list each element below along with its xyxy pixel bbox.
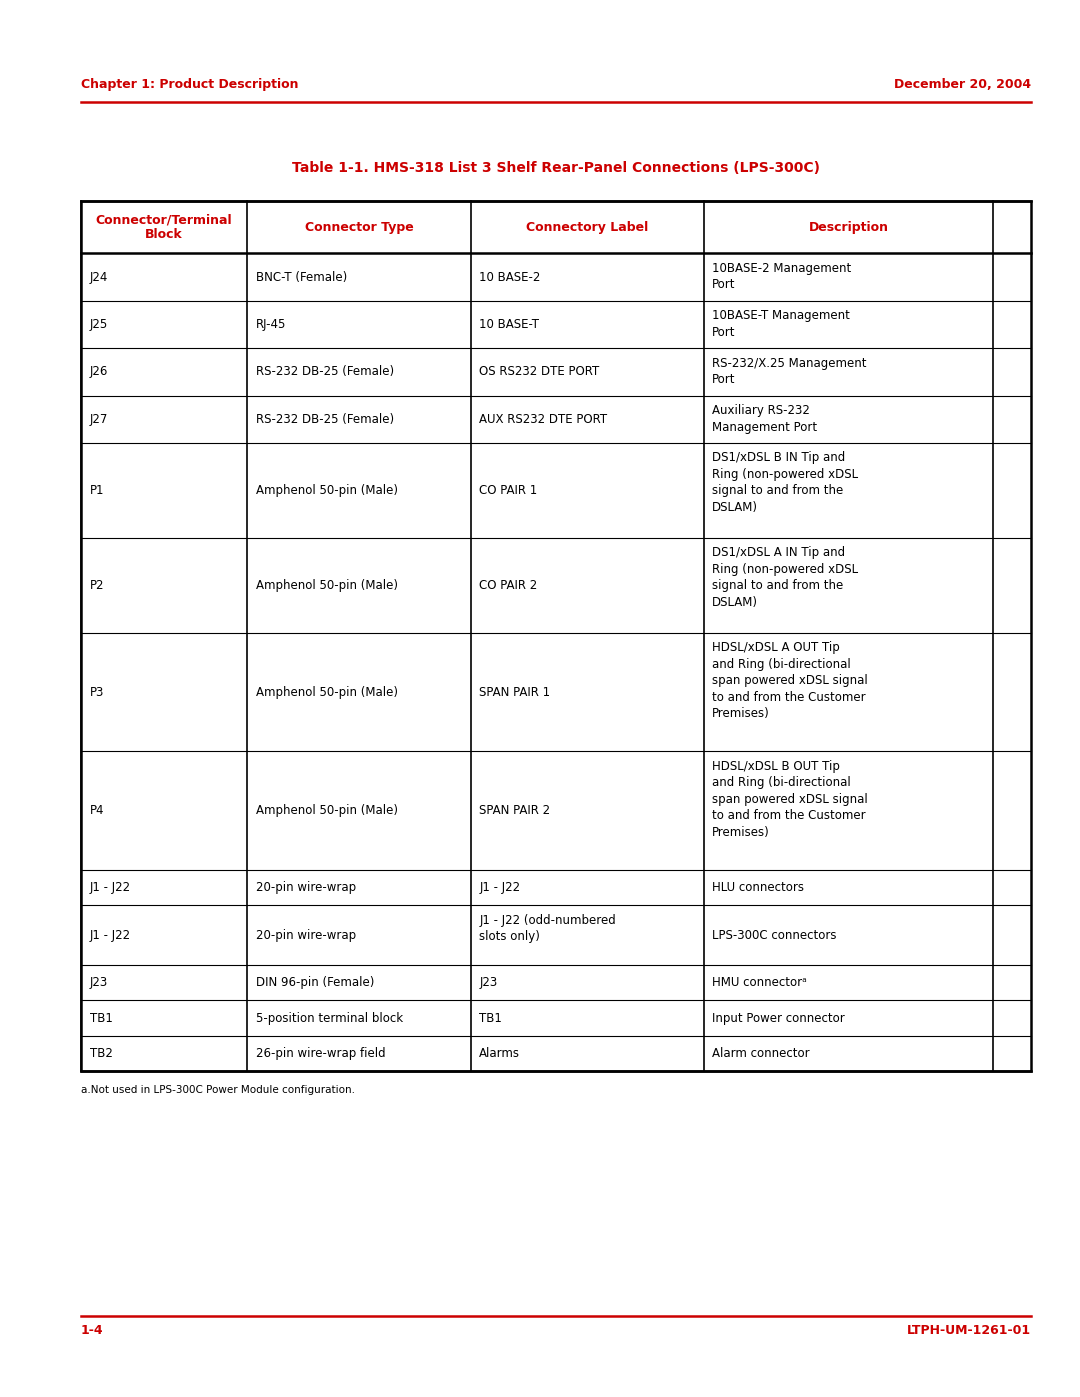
Text: 10 BASE-2: 10 BASE-2 bbox=[480, 271, 541, 284]
Text: P3: P3 bbox=[90, 686, 104, 698]
Text: CO PAIR 1: CO PAIR 1 bbox=[480, 483, 538, 497]
Text: P1: P1 bbox=[90, 483, 104, 497]
Bar bbox=[81, 201, 1031, 1071]
Text: Connectory Label: Connectory Label bbox=[526, 221, 648, 233]
Text: HDSL/xDSL A OUT Tip
and Ring (bi-directional
span powered xDSL signal
to and fro: HDSL/xDSL A OUT Tip and Ring (bi-directi… bbox=[712, 641, 868, 721]
Text: HLU connectors: HLU connectors bbox=[712, 882, 805, 894]
Text: 20-pin wire-wrap: 20-pin wire-wrap bbox=[256, 882, 356, 894]
Text: TB1: TB1 bbox=[90, 1011, 112, 1024]
Text: Alarm connector: Alarm connector bbox=[712, 1048, 810, 1060]
Text: December 20, 2004: December 20, 2004 bbox=[894, 78, 1031, 91]
Text: 10BASE-T Management
Port: 10BASE-T Management Port bbox=[712, 309, 850, 338]
Text: TB2: TB2 bbox=[90, 1048, 112, 1060]
Text: RS-232/X.25 Management
Port: RS-232/X.25 Management Port bbox=[712, 356, 866, 386]
Text: a.Not used in LPS-300C Power Module configuration.: a.Not used in LPS-300C Power Module conf… bbox=[81, 1085, 355, 1095]
Text: 10BASE-2 Management
Port: 10BASE-2 Management Port bbox=[712, 261, 851, 291]
Text: Description: Description bbox=[809, 221, 889, 233]
Text: Auxiliary RS-232
Management Port: Auxiliary RS-232 Management Port bbox=[712, 404, 818, 433]
Text: J23: J23 bbox=[480, 977, 498, 989]
Text: Table 1-1. HMS-318 List 3 Shelf Rear-Panel Connections (LPS-300C): Table 1-1. HMS-318 List 3 Shelf Rear-Pan… bbox=[293, 161, 820, 175]
Text: Amphenol 50-pin (Male): Amphenol 50-pin (Male) bbox=[256, 578, 397, 592]
Text: Connector Type: Connector Type bbox=[305, 221, 414, 233]
Text: CO PAIR 2: CO PAIR 2 bbox=[480, 578, 538, 592]
Text: RJ-45: RJ-45 bbox=[256, 319, 286, 331]
Text: AUX RS232 DTE PORT: AUX RS232 DTE PORT bbox=[480, 414, 607, 426]
Text: 1-4: 1-4 bbox=[81, 1324, 104, 1337]
Text: RS-232 DB-25 (Female): RS-232 DB-25 (Female) bbox=[256, 414, 394, 426]
Text: LPS-300C connectors: LPS-300C connectors bbox=[712, 929, 837, 942]
Text: Amphenol 50-pin (Male): Amphenol 50-pin (Male) bbox=[256, 686, 397, 698]
Text: J1 - J22: J1 - J22 bbox=[480, 882, 521, 894]
Text: J23: J23 bbox=[90, 977, 108, 989]
Text: TB1: TB1 bbox=[480, 1011, 502, 1024]
Text: J24: J24 bbox=[90, 271, 108, 284]
Text: Chapter 1: Product Description: Chapter 1: Product Description bbox=[81, 78, 298, 91]
Text: J27: J27 bbox=[90, 414, 108, 426]
Text: J1 - J22 (odd-numbered
slots only): J1 - J22 (odd-numbered slots only) bbox=[480, 914, 616, 943]
Text: OS RS232 DTE PORT: OS RS232 DTE PORT bbox=[480, 366, 599, 379]
Text: SPAN PAIR 2: SPAN PAIR 2 bbox=[480, 805, 551, 817]
Text: HDSL/xDSL B OUT Tip
and Ring (bi-directional
span powered xDSL signal
to and fro: HDSL/xDSL B OUT Tip and Ring (bi-directi… bbox=[712, 760, 868, 838]
Text: Alarms: Alarms bbox=[480, 1048, 521, 1060]
Text: 5-position terminal block: 5-position terminal block bbox=[256, 1011, 403, 1024]
Text: 10 BASE-T: 10 BASE-T bbox=[480, 319, 539, 331]
Text: J1 - J22: J1 - J22 bbox=[90, 882, 131, 894]
Text: BNC-T (Female): BNC-T (Female) bbox=[256, 271, 347, 284]
Text: Connector/Terminal
Block: Connector/Terminal Block bbox=[96, 214, 232, 242]
Text: J1 - J22: J1 - J22 bbox=[90, 929, 131, 942]
Text: 26-pin wire-wrap field: 26-pin wire-wrap field bbox=[256, 1048, 386, 1060]
Text: DIN 96-pin (Female): DIN 96-pin (Female) bbox=[256, 977, 375, 989]
Text: J25: J25 bbox=[90, 319, 108, 331]
Text: P4: P4 bbox=[90, 805, 104, 817]
Text: DS1/xDSL B IN Tip and
Ring (non-powered xDSL
signal to and from the
DSLAM): DS1/xDSL B IN Tip and Ring (non-powered … bbox=[712, 451, 859, 514]
Text: RS-232 DB-25 (Female): RS-232 DB-25 (Female) bbox=[256, 366, 394, 379]
Text: LTPH-UM-1261-01: LTPH-UM-1261-01 bbox=[907, 1324, 1031, 1337]
Text: Amphenol 50-pin (Male): Amphenol 50-pin (Male) bbox=[256, 483, 397, 497]
Text: HMU connectorᵃ: HMU connectorᵃ bbox=[712, 977, 807, 989]
Text: DS1/xDSL A IN Tip and
Ring (non-powered xDSL
signal to and from the
DSLAM): DS1/xDSL A IN Tip and Ring (non-powered … bbox=[712, 546, 859, 609]
Text: Amphenol 50-pin (Male): Amphenol 50-pin (Male) bbox=[256, 805, 397, 817]
Text: Input Power connector: Input Power connector bbox=[712, 1011, 845, 1024]
Text: SPAN PAIR 1: SPAN PAIR 1 bbox=[480, 686, 551, 698]
Text: 20-pin wire-wrap: 20-pin wire-wrap bbox=[256, 929, 356, 942]
Text: J26: J26 bbox=[90, 366, 108, 379]
Text: P2: P2 bbox=[90, 578, 104, 592]
